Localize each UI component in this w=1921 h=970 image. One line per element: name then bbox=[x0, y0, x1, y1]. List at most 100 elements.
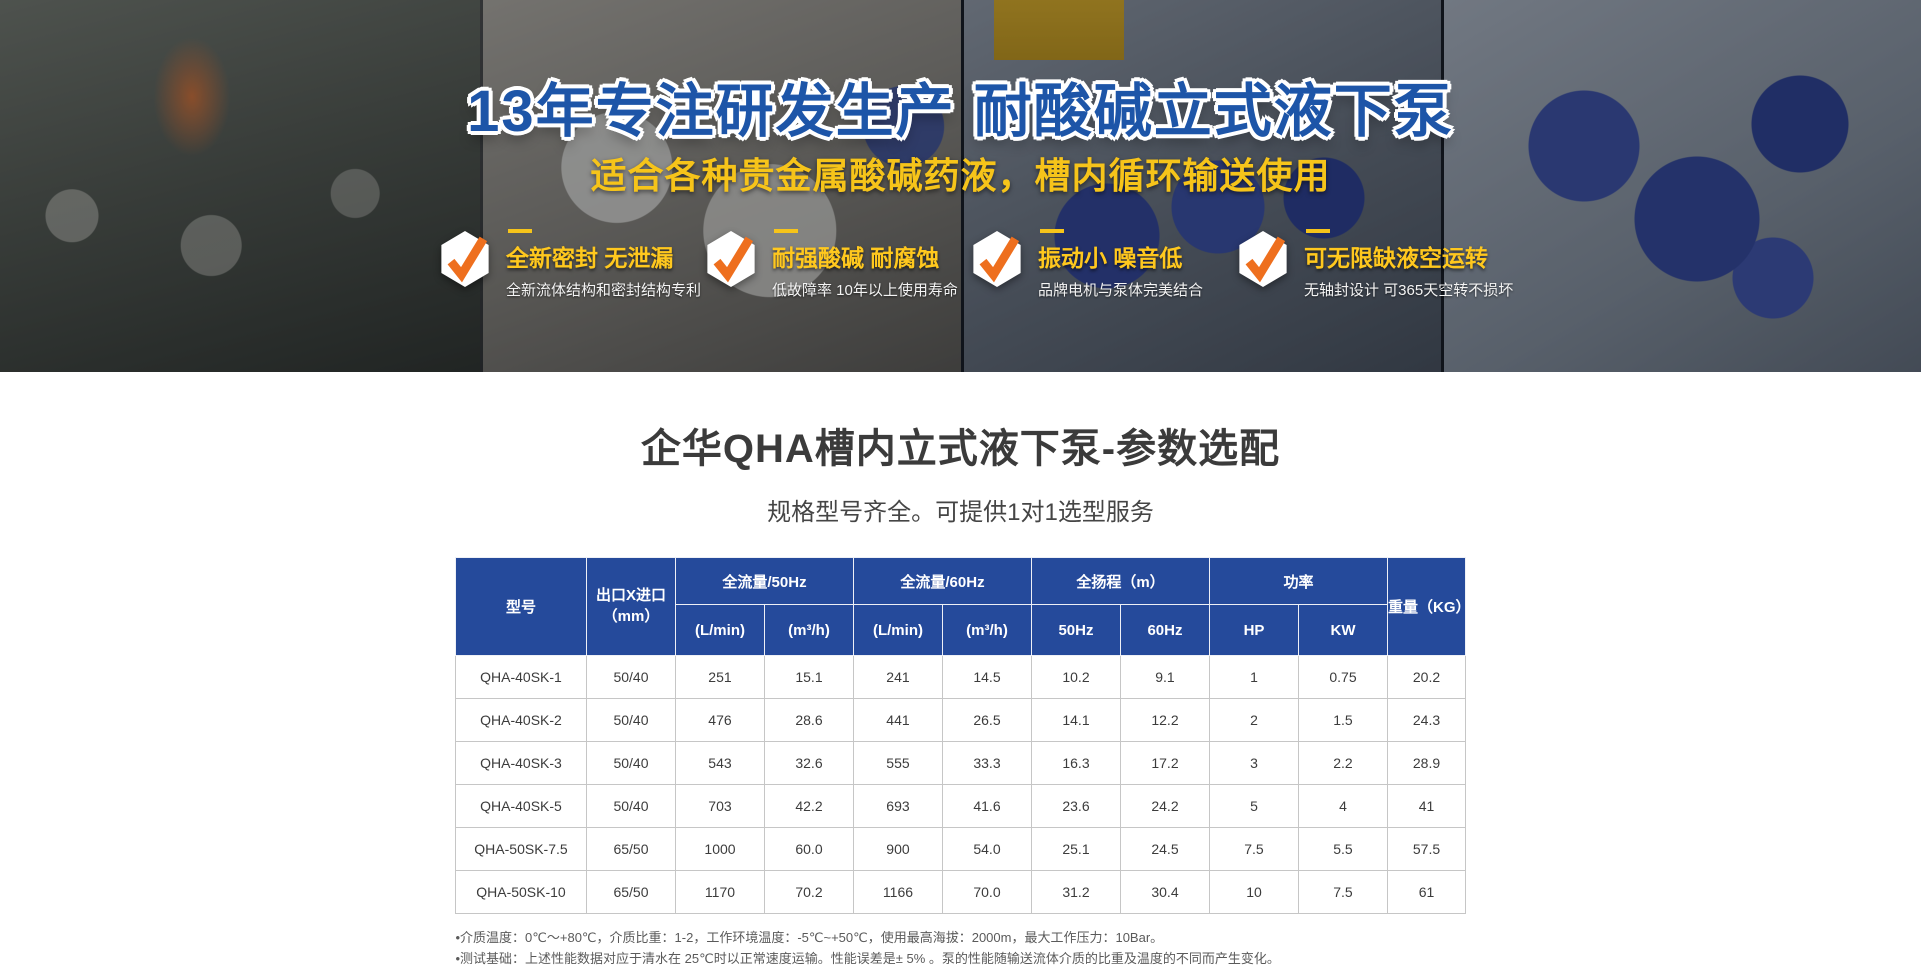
cell: 20.2 bbox=[1387, 655, 1466, 699]
cell-model: QHA-50SK-7.5 bbox=[454, 827, 587, 871]
cell: 10.2 bbox=[1030, 655, 1121, 699]
feature-dash bbox=[774, 229, 798, 233]
banner-title: 13年专注研发生产 耐酸碱立式液下泵 bbox=[467, 79, 1454, 144]
feature-title: 振动小 噪音低 bbox=[1038, 245, 1183, 271]
feature-desc: 无轴封设计 可365天空转不损坏 bbox=[1304, 282, 1514, 299]
banner-overlay bbox=[0, 0, 1921, 372]
feature-desc: 低故障率 10年以上使用寿命 bbox=[772, 282, 958, 299]
feature-dash bbox=[1306, 229, 1330, 233]
cell: 703 bbox=[674, 784, 765, 828]
cell: 23.6 bbox=[1030, 784, 1121, 828]
cell-model: QHA-40SK-5 bbox=[454, 784, 587, 828]
banner-photo-worker bbox=[0, 0, 481, 372]
cell-model: QHA-40SK-2 bbox=[454, 698, 587, 742]
col-header-flow50: 全流量/50Hz bbox=[674, 557, 854, 605]
table-row: QHA-40SK-2 50/40 476 28.6 441 26.5 14.1 … bbox=[454, 698, 1466, 742]
feature-text: 振动小 噪音低 品牌电机与泵体完美结合 bbox=[1038, 227, 1203, 300]
cell: 10 bbox=[1208, 870, 1299, 914]
col-header-weight: 重量（KG） bbox=[1387, 557, 1471, 656]
cell: 50/40 bbox=[585, 698, 676, 742]
cell: 28.6 bbox=[763, 698, 854, 742]
cell: 900 bbox=[852, 827, 943, 871]
table-row: QHA-50SK-7.5 65/50 1000 60.0 900 54.0 25… bbox=[454, 827, 1466, 871]
cell: 60.0 bbox=[763, 827, 854, 871]
col-header-power: 功率 bbox=[1208, 557, 1389, 605]
cell: 50/40 bbox=[585, 741, 676, 785]
col-subheader-lmin: (L/min) bbox=[852, 604, 943, 656]
cell: 65/50 bbox=[585, 870, 676, 914]
banner-subtitle: 适合各种贵金属酸碱药液，槽内循环输送使用 bbox=[590, 155, 1331, 196]
feature-desc: 全新流体结构和密封结构专利 bbox=[506, 282, 702, 299]
col-header-port: 出口X进口 （mm） bbox=[585, 557, 676, 656]
cell: 7.5 bbox=[1297, 870, 1389, 914]
cell: 41 bbox=[1387, 784, 1466, 828]
cell: 2.2 bbox=[1297, 741, 1389, 785]
feature-title: 耐强酸碱 耐腐蚀 bbox=[772, 245, 940, 271]
cell: 241 bbox=[852, 655, 943, 699]
cell: 14.1 bbox=[1030, 698, 1121, 742]
cell: 31.2 bbox=[1030, 870, 1121, 914]
col-subheader-lmin: (L/min) bbox=[674, 604, 765, 656]
feature-text: 全新密封 无泄漏 全新流体结构和密封结构专利 bbox=[506, 227, 701, 300]
cell: 5 bbox=[1208, 784, 1299, 828]
table-row: QHA-40SK-1 50/40 251 15.1 241 14.5 10.2 … bbox=[454, 655, 1466, 699]
check-icon bbox=[1235, 227, 1293, 296]
banner-photo-blue-pumps bbox=[960, 0, 1441, 372]
cell: 17.2 bbox=[1119, 741, 1210, 785]
cell: 57.5 bbox=[1387, 827, 1466, 871]
cell-model: QHA-40SK-3 bbox=[454, 741, 587, 785]
cell: 54.0 bbox=[941, 827, 1032, 871]
table-footnotes: •介质温度：0℃～+80℃，介质比重：1-2，工作环境温度：-5℃~+50℃，使… bbox=[456, 928, 1466, 970]
page-subtitle: 规格型号齐全。可提供1对1选型服务 bbox=[767, 499, 1154, 526]
cell: 15.1 bbox=[763, 655, 854, 699]
cell: 24.3 bbox=[1387, 698, 1466, 742]
cell: 9.1 bbox=[1119, 655, 1210, 699]
table-row: QHA-40SK-5 50/40 703 42.2 693 41.6 23.6 … bbox=[454, 784, 1466, 828]
cell: 3 bbox=[1208, 741, 1299, 785]
cell: 28.9 bbox=[1387, 741, 1466, 785]
cell: 16.3 bbox=[1030, 741, 1121, 785]
cell: 26.5 bbox=[941, 698, 1032, 742]
cell: 24.5 bbox=[1119, 827, 1210, 871]
col-subheader-kw: KW bbox=[1297, 604, 1389, 656]
table-row: QHA-40SK-3 50/40 543 32.6 555 33.3 16.3 … bbox=[454, 741, 1466, 785]
feature-dash bbox=[508, 229, 532, 233]
cell: 41.6 bbox=[941, 784, 1032, 828]
feature-item-low-noise: 振动小 噪音低 品牌电机与泵体完美结合 bbox=[969, 227, 1235, 300]
cell: 61 bbox=[1387, 870, 1466, 914]
cell: 555 bbox=[852, 741, 943, 785]
cell: 2 bbox=[1208, 698, 1299, 742]
feature-item-seal: 全新密封 无泄漏 全新流体结构和密封结构专利 bbox=[437, 227, 703, 300]
table-row: QHA-50SK-10 65/50 1170 70.2 1166 70.0 31… bbox=[454, 870, 1466, 914]
cell: 543 bbox=[674, 741, 765, 785]
cell: 1170 bbox=[674, 870, 765, 914]
col-subheader-m3h: (m³/h) bbox=[941, 604, 1032, 656]
col-header-port-line1: 出口X进口 bbox=[595, 587, 666, 605]
cell: 0.75 bbox=[1297, 655, 1389, 699]
spec-table: 型号 出口X进口 （mm） 全流量/50Hz 全流量/60Hz 全扬程（m） 功… bbox=[454, 557, 1471, 914]
cell: 50/40 bbox=[585, 784, 676, 828]
col-header-head: 全扬程（m） bbox=[1030, 557, 1210, 605]
col-subheader-50hz: 50Hz bbox=[1030, 604, 1121, 656]
feature-title: 全新密封 无泄漏 bbox=[506, 245, 674, 271]
check-icon bbox=[703, 227, 761, 296]
feature-item-dry-run: 可无限缺液空运转 无轴封设计 可365天空转不损坏 bbox=[1235, 227, 1513, 300]
cell: 251 bbox=[674, 655, 765, 699]
col-subheader-hp: HP bbox=[1208, 604, 1299, 656]
check-icon bbox=[969, 227, 1027, 296]
hero-banner: 13年专注研发生产 耐酸碱立式液下泵 适合各种贵金属酸碱药液，槽内循环输送使用 … bbox=[0, 0, 1921, 372]
feature-text: 可无限缺液空运转 无轴封设计 可365天空转不损坏 bbox=[1304, 227, 1513, 300]
cell: 12.2 bbox=[1119, 698, 1210, 742]
cell: 30.4 bbox=[1119, 870, 1210, 914]
feature-title: 可无限缺液空运转 bbox=[1304, 245, 1488, 271]
cell-model: QHA-40SK-1 bbox=[454, 655, 587, 699]
cell: 693 bbox=[852, 784, 943, 828]
cell: 4 bbox=[1297, 784, 1389, 828]
cell: 1 bbox=[1208, 655, 1299, 699]
footnote-line: •介质温度：0℃～+80℃，介质比重：1-2，工作环境温度：-5℃~+50℃，使… bbox=[455, 930, 1164, 945]
cell: 32.6 bbox=[763, 741, 854, 785]
feature-dash bbox=[1040, 229, 1064, 233]
cell: 1.5 bbox=[1297, 698, 1389, 742]
col-header-flow60: 全流量/60Hz bbox=[852, 557, 1032, 605]
cell: 70.0 bbox=[941, 870, 1032, 914]
